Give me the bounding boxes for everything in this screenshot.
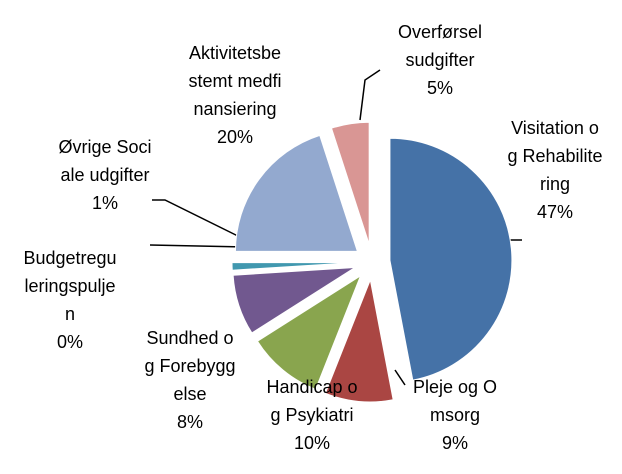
category-label: Handicap og Psykiatri <box>266 377 358 425</box>
category-label: Visitation og Rehabilitering <box>507 118 603 194</box>
category-label: Sundhed og Forebyggelse <box>144 328 236 404</box>
slice-label: Handicap og Psykiatri 10% <box>264 373 360 457</box>
value-label: 47% <box>536 202 574 222</box>
slice-label: Budgetreguleringspuljen 0% <box>22 244 118 356</box>
value-label: 0% <box>56 332 83 352</box>
category-label: Pleje og Omsorg <box>412 377 498 425</box>
pie-slice <box>232 267 356 334</box>
category-label: Øvrige Sociale udgifter <box>58 137 152 185</box>
leader-line <box>394 369 406 386</box>
leader-line <box>359 69 381 121</box>
pie-slice <box>231 262 355 271</box>
value-label: 5% <box>426 78 453 98</box>
leader-line <box>149 244 247 248</box>
value-label: 9% <box>441 433 468 453</box>
slice-label: Sundhed og Forebyggelse 8% <box>142 324 238 436</box>
pie-slice <box>330 121 370 245</box>
slice-label: Overførsel sudgifter 5% <box>392 18 488 102</box>
slice-label: Øvrige Sociale udgifter 1% <box>57 133 153 217</box>
value-label: 10% <box>293 433 331 453</box>
value-label: 20% <box>216 127 254 147</box>
slice-label: Pleje og Omsorg 9% <box>407 373 503 457</box>
value-label: 8% <box>176 412 203 432</box>
pie-slice <box>324 278 394 403</box>
leader-line <box>152 199 251 243</box>
pie-slice <box>389 137 513 381</box>
slice-label: Visitation og Rehabilitering 47% <box>507 114 603 226</box>
category-label: Overførsel sudgifter <box>397 22 482 70</box>
category-label: Aktivitetsbestemt medfinansiering <box>188 43 282 119</box>
pie-slice <box>234 134 359 252</box>
value-label: 1% <box>91 193 118 213</box>
pie-slice <box>256 274 362 390</box>
slice-label: Aktivitetsbestemt medfinansiering 20% <box>187 39 283 151</box>
category-label: Budgetreguleringspuljen <box>23 248 117 324</box>
